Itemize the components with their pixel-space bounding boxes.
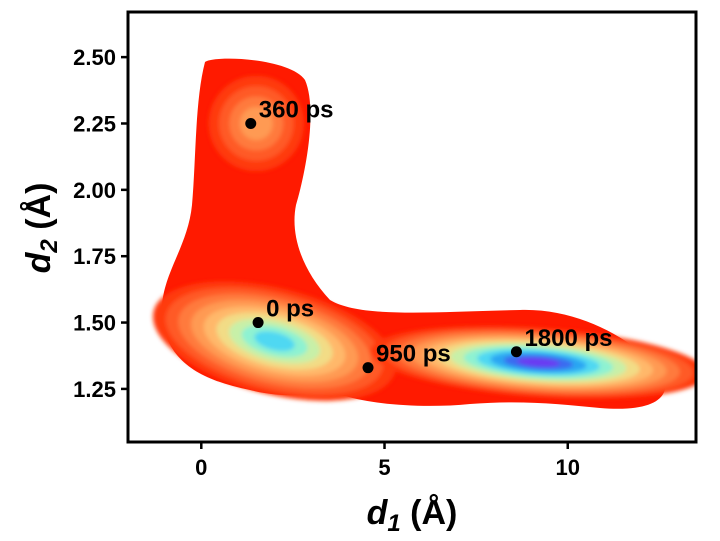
x-axis-symbol: d: [367, 494, 389, 532]
time-point-marker: [362, 362, 374, 374]
y-tick-label: 1.25: [73, 377, 116, 402]
time-points: 0 ps 360 ps 950 ps 1800 ps: [245, 96, 613, 374]
x-axis-unit: (Å): [401, 494, 458, 532]
x-tick-label: 0: [195, 455, 207, 480]
time-point-label: 360 ps: [259, 96, 334, 123]
x-tick-label: 10: [555, 455, 579, 480]
time-point-label: 0 ps: [266, 296, 314, 323]
y-tick-label: 2.25: [73, 111, 116, 136]
x-axis-title: d1 (Å): [367, 494, 458, 537]
y-axis-subscript: 2: [36, 239, 63, 254]
x-tick-label: 5: [378, 455, 390, 480]
time-point-label: 950 ps: [376, 341, 451, 368]
time-point-marker: [510, 346, 522, 358]
density-contours: [153, 58, 696, 409]
basin-near-1800ps-level-12: [517, 357, 560, 367]
y-tick-label: 2.00: [73, 178, 116, 203]
y-tick-label: 1.50: [73, 311, 116, 336]
time-point-label: 1800 ps: [524, 325, 612, 352]
y-axis-symbol: d: [20, 251, 58, 273]
y-tick-label: 2.50: [73, 45, 116, 70]
y-axis: 1.25 1.50 1.75 2.00 2.25 2.50: [73, 45, 128, 402]
time-point-marker: [252, 317, 264, 329]
plot-frame: [126, 10, 698, 444]
basin-near-0ps-level-9: [254, 331, 295, 352]
x-axis: 0 5 10: [195, 442, 580, 480]
y-axis-unit: (Å): [20, 183, 58, 240]
x-axis-subscript: 1: [387, 510, 400, 537]
time-point-marker: [245, 117, 257, 129]
y-axis-title: d2 (Å): [20, 183, 63, 274]
y-tick-label: 1.75: [73, 244, 116, 269]
